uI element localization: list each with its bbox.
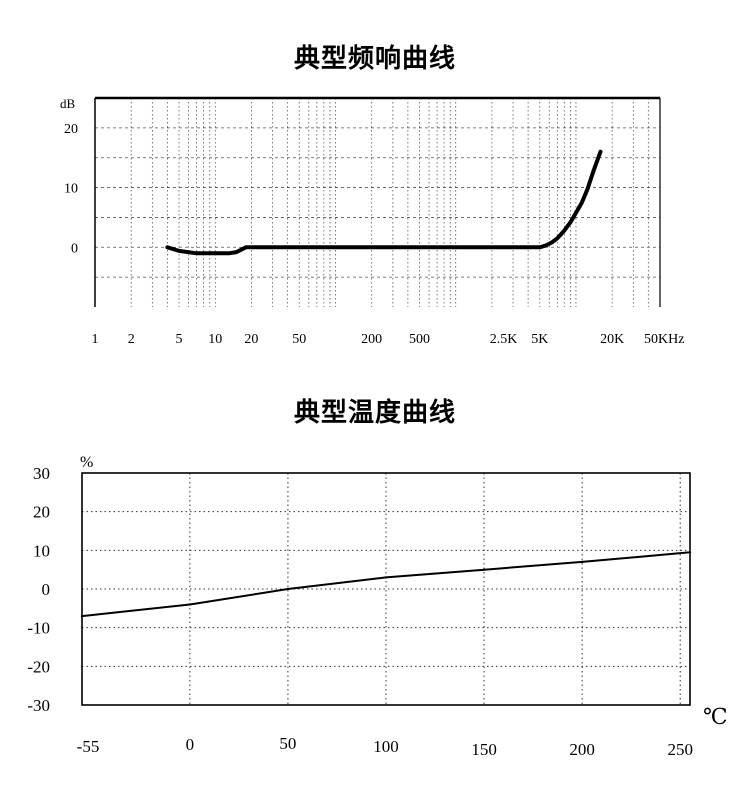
y-tick-label: -10 (27, 619, 50, 638)
x-tick-label: 200 (569, 740, 595, 759)
x-tick-label: -55 (77, 737, 100, 756)
chart-title: 典型频响曲线 (293, 44, 456, 74)
x-tick-label: 1 (92, 332, 99, 347)
y-tick-label: -20 (27, 657, 50, 676)
data-point (598, 149, 603, 154)
data-point (688, 551, 692, 554)
data-point (591, 169, 596, 173)
data-point (453, 245, 458, 250)
data-point (227, 251, 231, 256)
data-point (213, 251, 218, 256)
response-curve (165, 149, 603, 256)
x-tick-label: 200 (361, 332, 382, 347)
x-tick-label: 10 (208, 332, 222, 347)
data-point (286, 587, 290, 591)
x-tick-label: 250 (667, 740, 693, 759)
data-point (244, 245, 248, 250)
x-tick-label: 150 (471, 740, 497, 759)
data-point (165, 245, 170, 250)
data-point (80, 614, 84, 618)
y-tick-label: -30 (27, 696, 50, 715)
data-point (297, 245, 302, 250)
data-point (188, 603, 192, 606)
x-tick-label: 2.5K (490, 332, 518, 347)
data-point (234, 250, 239, 254)
data-point (333, 245, 338, 250)
y-tick-label: 30 (33, 464, 50, 483)
data-point (555, 236, 560, 241)
x-tick-label: 0 (186, 735, 195, 754)
data-point (550, 240, 554, 245)
y-tick-label: 10 (64, 182, 78, 197)
data-point (568, 220, 573, 225)
data-point (490, 245, 494, 250)
data-point (526, 245, 530, 250)
data-point (585, 186, 590, 191)
x-tick-label: 500 (409, 332, 430, 347)
x-tick-label: 50 (292, 332, 306, 347)
plot-frame (81, 472, 691, 706)
temperature-curve (81, 551, 691, 618)
x-unit-label: ℃ (703, 704, 728, 729)
x-unit-label: 50KHz (644, 332, 684, 347)
data-point (562, 228, 567, 233)
y-tick-label: 0 (42, 580, 51, 599)
data-point (574, 210, 578, 215)
x-tick-label: 50 (279, 734, 296, 753)
x-tick-label: 20 (244, 332, 258, 347)
y-tick-label: 20 (64, 122, 78, 137)
x-tick-label: 5K (531, 332, 548, 347)
y-unit-label: dB (60, 96, 76, 111)
data-point (417, 245, 422, 250)
y-unit-label: % (80, 454, 93, 471)
x-tick-label: 100 (373, 737, 399, 756)
data-point (369, 245, 374, 250)
data-point (384, 576, 388, 579)
data-point (482, 568, 486, 571)
x-tick-label: 20K (600, 332, 624, 347)
data-point (580, 200, 584, 205)
data-point (261, 245, 265, 250)
data-point (580, 560, 584, 564)
data-point (537, 245, 542, 250)
data-point (543, 243, 548, 248)
y-tick-label: 0 (71, 241, 78, 256)
x-tick-label: 5 (176, 332, 183, 347)
x-tick-label: 2 (128, 332, 135, 347)
data-point (194, 251, 199, 256)
y-tick-label: 10 (33, 541, 50, 560)
y-tick-label: 20 (33, 503, 50, 522)
data-point (177, 249, 181, 253)
chart-title: 典型温度曲线 (293, 398, 456, 428)
